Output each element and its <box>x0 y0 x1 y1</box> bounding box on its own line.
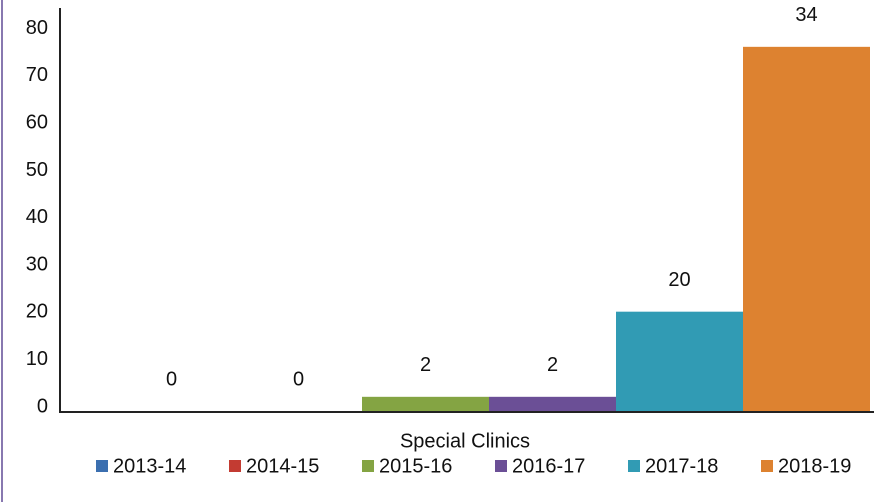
data-label: 20 <box>668 269 690 291</box>
x-axis-label: Special Clinics <box>400 430 530 452</box>
legend-swatch <box>628 460 640 472</box>
y-tick-label: 60 <box>26 112 48 134</box>
y-tick-label: 10 <box>26 348 48 370</box>
y-tick-label: 70 <box>26 64 48 86</box>
legend-label: 2013-14 <box>113 455 186 477</box>
data-label: 0 <box>166 368 177 390</box>
y-tick-label: 0 <box>37 395 48 417</box>
y-tick-label: 20 <box>26 301 48 323</box>
y-tick-label: 40 <box>26 206 48 228</box>
legend-swatch <box>96 460 108 472</box>
bar <box>616 311 743 411</box>
y-tick-label: 80 <box>26 17 48 39</box>
data-label: 0 <box>293 368 304 390</box>
bar <box>743 46 870 411</box>
y-tick-label: 50 <box>26 159 48 181</box>
legend-swatch <box>362 460 374 472</box>
bar <box>362 396 489 411</box>
legend-label: 2015-16 <box>379 455 452 477</box>
bar <box>489 396 616 411</box>
data-label: 2 <box>547 354 558 376</box>
legend-swatch <box>761 460 773 472</box>
y-tick-label: 30 <box>26 253 48 275</box>
legend-swatch <box>229 460 241 472</box>
legend-swatch <box>495 460 507 472</box>
legend-label: 2014-15 <box>246 455 319 477</box>
legend-label: 2017-18 <box>645 455 718 477</box>
data-label: 2 <box>420 354 431 376</box>
data-label: 34 <box>795 4 817 26</box>
legend-label: 2018-19 <box>778 455 851 477</box>
legend-label: 2016-17 <box>512 455 585 477</box>
